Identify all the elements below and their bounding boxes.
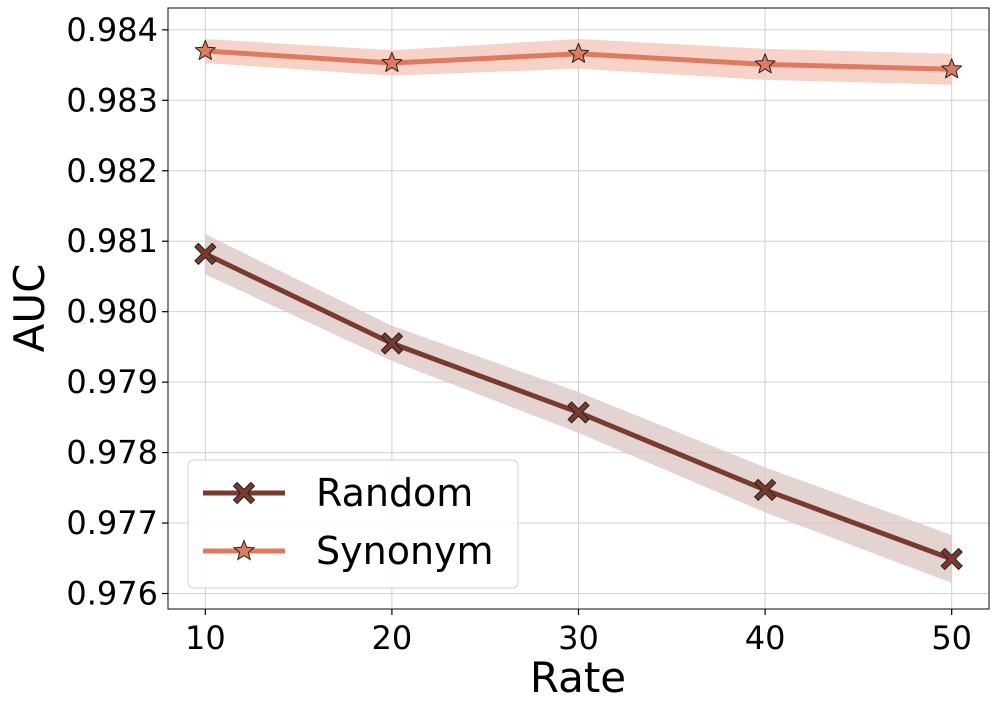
- random-data-point: [380, 332, 403, 355]
- y-tick-label: 0.980: [66, 293, 158, 331]
- x-tick-label: 40: [745, 619, 786, 657]
- grid: [168, 8, 989, 609]
- y-tick-label: 0.982: [66, 152, 158, 190]
- legend: Random Synonym: [187, 459, 519, 589]
- legend-label-random: Random: [316, 471, 473, 515]
- y-tick-label: 0.981: [66, 222, 158, 260]
- legend-marker-synonym: [232, 539, 256, 561]
- series-markers: [194, 39, 963, 570]
- synonym-data-point: [568, 42, 589, 63]
- legend-label-synonym: Synonym: [316, 529, 494, 573]
- x-tick-label: 20: [372, 619, 413, 657]
- y-tick-label: 0.976: [66, 574, 158, 612]
- y-axis-label: AUC: [5, 264, 54, 353]
- x-tick-label: 10: [185, 619, 226, 657]
- y-tick-label: 0.984: [66, 11, 158, 49]
- synonym-data-point: [941, 58, 963, 79]
- y-tick-label: 0.977: [66, 504, 158, 542]
- legend-item-synonym: Synonym: [203, 529, 494, 573]
- random-data-point: [754, 478, 777, 501]
- legend-marker-random: [232, 481, 256, 505]
- synonym-confidence-band: [205, 39, 952, 85]
- random-data-point: [194, 242, 217, 265]
- x-tick-label: 30: [558, 619, 599, 657]
- random-data-point: [940, 547, 963, 570]
- random-data-point: [567, 401, 590, 424]
- legend-item-random: Random: [203, 471, 473, 515]
- y-tick-label: 0.983: [66, 81, 158, 119]
- y-tick-label: 0.978: [66, 434, 158, 472]
- y-tick-label: 0.979: [66, 363, 158, 401]
- synonym-data-point: [754, 53, 776, 74]
- axis-ticks: 10 20 30 40 50 0.976 0.977 0.978 0.979 0.980 0.981…: [66, 11, 972, 657]
- synonym-data-point: [381, 51, 403, 72]
- x-tick-label: 50: [931, 619, 972, 657]
- x-axis-label: Rate: [530, 653, 626, 702]
- synonym-data-point: [194, 39, 216, 60]
